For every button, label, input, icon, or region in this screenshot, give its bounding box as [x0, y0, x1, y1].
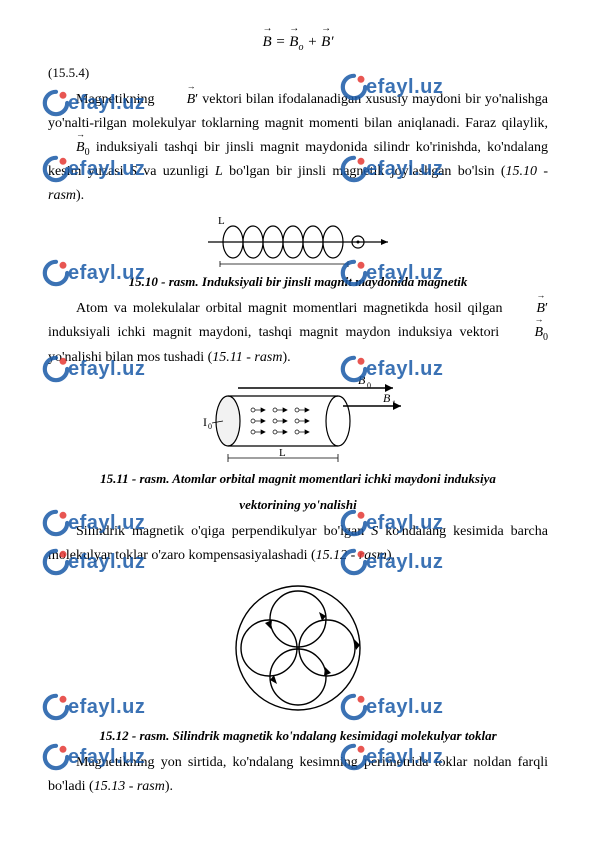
vector-b-prime: B: [159, 88, 196, 112]
text: Atom va molekulalar orbital magnit momen…: [76, 301, 508, 316]
text: ).: [387, 548, 395, 563]
paragraph-1: Magnetikning B′ vektori bilan ifodalanad…: [48, 88, 548, 208]
watermark: efayl.uz: [42, 690, 145, 724]
figure-15-11: B⃗ 0 B⃗ 1 I 0 L: [183, 376, 413, 466]
figure-15-11-caption-2: vektorining yo'nalishi: [48, 494, 548, 516]
label-l: L: [218, 215, 225, 227]
text: va uzunligi: [143, 164, 215, 179]
figure-15-10-caption: 15.10 - rasm. Induksiyali bir jinsli mag…: [48, 271, 548, 293]
fig-ref: 15.12 - rasm: [316, 548, 387, 563]
text: ).: [76, 188, 84, 203]
text: Magnetikning: [76, 92, 159, 107]
var-s: S: [130, 164, 137, 179]
text: induksiyali ichki magnit maydoni, tashqi…: [48, 325, 506, 340]
figure-15-12: [223, 573, 373, 723]
var-l: L: [215, 164, 223, 179]
text: ).: [282, 350, 290, 365]
vector-b0-2: B: [506, 321, 543, 345]
text: ).: [165, 779, 173, 794]
svg-text:L: L: [279, 447, 286, 459]
paragraph-3: Silindrik magnetik o'qiga perpendikulyar…: [48, 520, 548, 568]
svg-text:I: I: [203, 415, 207, 429]
fig-ref: 15.11 - rasm: [212, 350, 282, 365]
vector-b0: B: [48, 136, 85, 160]
var-s: S: [371, 524, 378, 539]
fig-ref: 15.13 - rasm: [94, 779, 165, 794]
svg-text:0: 0: [208, 422, 212, 431]
text: bo'lgan bir jinsli magnetik joylashgan b…: [229, 164, 505, 179]
equation-number: (15.5.4): [48, 62, 548, 84]
figure-15-10: L: [198, 214, 398, 269]
figure-15-11-caption-1: 15.11 - rasm. Atomlar orbital magnit mom…: [48, 468, 548, 490]
text: yo'nalishi bilan mos tushadi (: [48, 350, 212, 365]
svg-text:1: 1: [392, 399, 396, 408]
paragraph-2: Atom va molekulalar orbital magnit momen…: [48, 297, 548, 369]
text: Silindrik magnetik o'qiga perpendikulyar…: [76, 524, 371, 539]
figure-15-12-caption: 15.12 - rasm. Silindrik magnetik ko'ndal…: [48, 725, 548, 747]
paragraph-4: Magnetikning yon sirtida, ko'ndalang kes…: [48, 751, 548, 799]
svg-text:0: 0: [367, 381, 371, 390]
equation-main: B = Bo + B′: [48, 30, 548, 56]
